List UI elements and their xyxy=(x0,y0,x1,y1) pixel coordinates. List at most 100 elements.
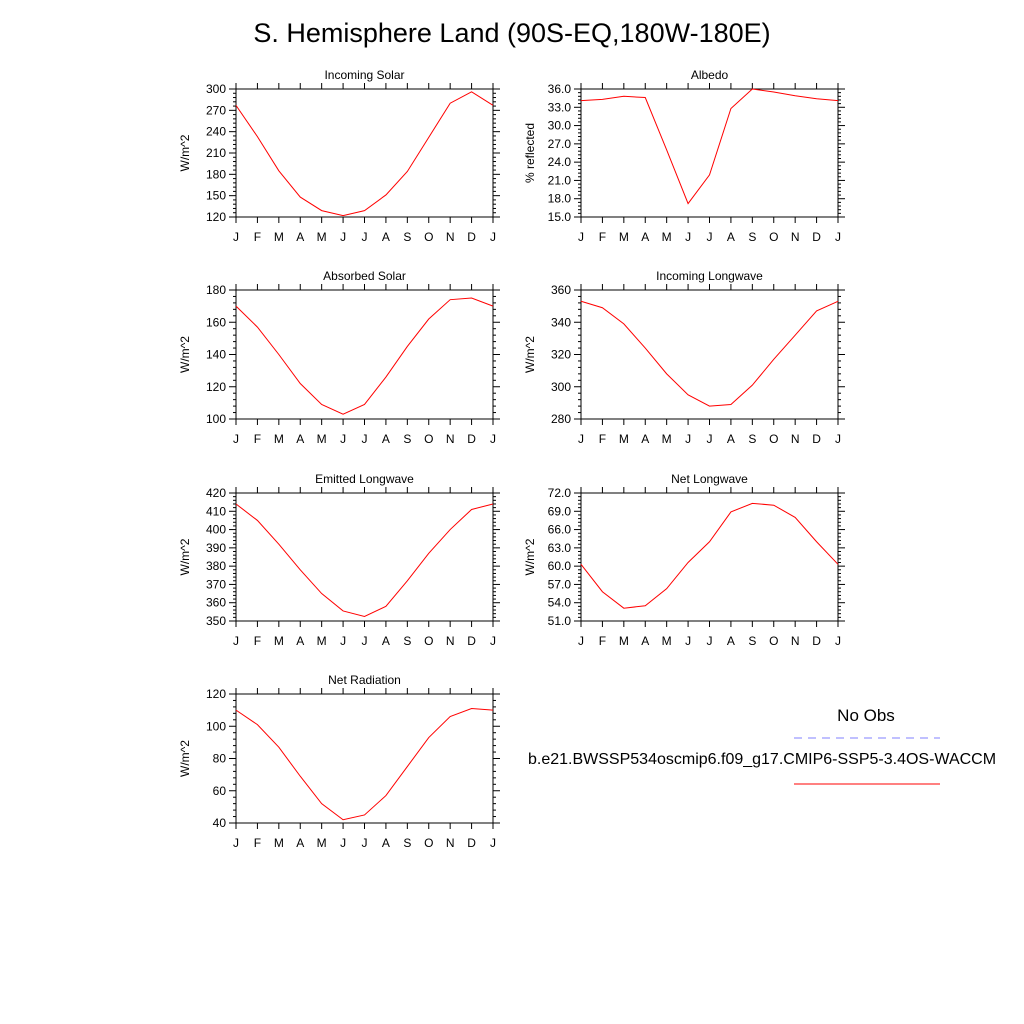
x-tick-label: A xyxy=(727,432,735,446)
y-axis-label: W/m^2 xyxy=(178,336,192,373)
series-line xyxy=(580,88,839,205)
y-tick-label: 150 xyxy=(206,189,226,203)
x-tick-label: D xyxy=(812,634,821,648)
x-tick-label: M xyxy=(662,230,672,244)
x-tick-label: S xyxy=(403,634,411,648)
panel-title: Absorbed Solar xyxy=(323,269,406,283)
x-tick-label: A xyxy=(382,836,390,850)
x-tick-label: A xyxy=(727,230,735,244)
x-tick-label: J xyxy=(835,230,841,244)
y-tick-label: 360 xyxy=(206,596,226,610)
x-tick-label: N xyxy=(446,432,455,446)
x-tick-label: M xyxy=(317,230,327,244)
y-tick-label: 120 xyxy=(206,687,226,701)
y-tick-label: 66.0 xyxy=(548,523,572,537)
x-tick-label: D xyxy=(467,230,476,244)
y-tick-label: 370 xyxy=(206,577,226,591)
legend-obs-label: No Obs xyxy=(837,706,895,725)
panel-title: Incoming Longwave xyxy=(656,269,763,283)
x-tick-label: J xyxy=(233,836,239,850)
x-tick-label: O xyxy=(424,230,433,244)
y-tick-label: 60 xyxy=(213,784,227,798)
series-line xyxy=(235,297,494,415)
y-tick-label: 27.0 xyxy=(548,137,572,151)
x-tick-label: O xyxy=(424,634,433,648)
y-tick-label: 140 xyxy=(206,348,226,362)
x-tick-label: J xyxy=(340,634,346,648)
x-tick-label: J xyxy=(578,230,584,244)
x-tick-label: F xyxy=(599,432,606,446)
panels-group: Incoming Solar W/m^2 120 150 180 210 240 270 300… xyxy=(178,68,845,850)
y-axis-label: W/m^2 xyxy=(178,538,192,575)
y-axis-label: W/m^2 xyxy=(178,740,192,777)
x-tick-label: M xyxy=(317,836,327,850)
y-axis-label: W/m^2 xyxy=(523,336,537,373)
y-axis-label: W/m^2 xyxy=(178,134,192,171)
x-tick-label: F xyxy=(254,432,261,446)
x-tick-label: M xyxy=(619,432,629,446)
x-tick-label: J xyxy=(707,432,713,446)
x-tick-label: S xyxy=(748,432,756,446)
y-tick-label: 24.0 xyxy=(548,155,572,169)
series-line xyxy=(235,503,494,617)
y-tick-label: 360 xyxy=(551,283,571,297)
x-tick-label: F xyxy=(254,836,261,850)
panel-title: Net Longwave xyxy=(671,472,748,486)
x-tick-label: F xyxy=(254,634,261,648)
series-line xyxy=(580,502,839,609)
x-tick-label: J xyxy=(490,230,496,244)
x-tick-label: J xyxy=(362,634,368,648)
x-tick-label: S xyxy=(403,230,411,244)
x-tick-label: A xyxy=(641,230,649,244)
x-tick-label: M xyxy=(274,230,284,244)
y-axis-label: % reflected xyxy=(523,123,537,183)
x-tick-label: M xyxy=(274,836,284,850)
x-tick-label: A xyxy=(296,836,304,850)
x-tick-label: A xyxy=(382,432,390,446)
y-tick-label: 33.0 xyxy=(548,100,572,114)
x-tick-label: A xyxy=(296,230,304,244)
x-tick-label: J xyxy=(490,836,496,850)
y-tick-label: 160 xyxy=(206,315,226,329)
y-tick-label: 30.0 xyxy=(548,119,572,133)
x-tick-label: S xyxy=(748,230,756,244)
panel-5: Emitted Longwave W/m^2 350 360 370 380 390 400 4… xyxy=(178,472,500,648)
x-tick-label: J xyxy=(340,432,346,446)
y-axis-label: W/m^2 xyxy=(523,538,537,575)
x-tick-label: A xyxy=(296,432,304,446)
y-tick-label: 300 xyxy=(206,82,226,96)
x-tick-label: J xyxy=(835,432,841,446)
x-tick-label: M xyxy=(274,432,284,446)
y-tick-label: 51.0 xyxy=(548,614,572,628)
y-tick-label: 280 xyxy=(551,412,571,426)
panel-6: Net Longwave W/m^2 51.0 54.0 57.0 60.0 63.0 66.… xyxy=(523,472,845,648)
y-tick-label: 120 xyxy=(206,380,226,394)
x-tick-label: D xyxy=(467,836,476,850)
y-tick-label: 340 xyxy=(551,315,571,329)
x-tick-label: S xyxy=(748,634,756,648)
legend-case-label: b.e21.BWSSP534oscmip6.f09_g17.CMIP6-SSP5… xyxy=(528,751,997,768)
x-tick-label: J xyxy=(490,432,496,446)
y-tick-label: 180 xyxy=(206,167,226,181)
panel-title: Incoming Solar xyxy=(324,68,404,82)
plot-frame xyxy=(235,693,494,824)
y-tick-label: 80 xyxy=(213,752,227,766)
x-tick-label: O xyxy=(769,230,778,244)
x-tick-label: D xyxy=(812,230,821,244)
x-tick-label: N xyxy=(791,432,800,446)
y-tick-label: 21.0 xyxy=(548,173,572,187)
x-tick-label: D xyxy=(467,634,476,648)
x-tick-label: N xyxy=(446,634,455,648)
x-tick-label: A xyxy=(641,432,649,446)
y-tick-label: 63.0 xyxy=(548,541,572,555)
x-tick-label: O xyxy=(424,432,433,446)
x-tick-label: M xyxy=(274,634,284,648)
x-tick-label: A xyxy=(382,634,390,648)
figure-title: S. Hemisphere Land (90S-EQ,180W-180E) xyxy=(253,18,771,48)
legend-lines xyxy=(794,737,940,785)
series-line xyxy=(235,91,494,217)
y-tick-label: 350 xyxy=(206,614,226,628)
